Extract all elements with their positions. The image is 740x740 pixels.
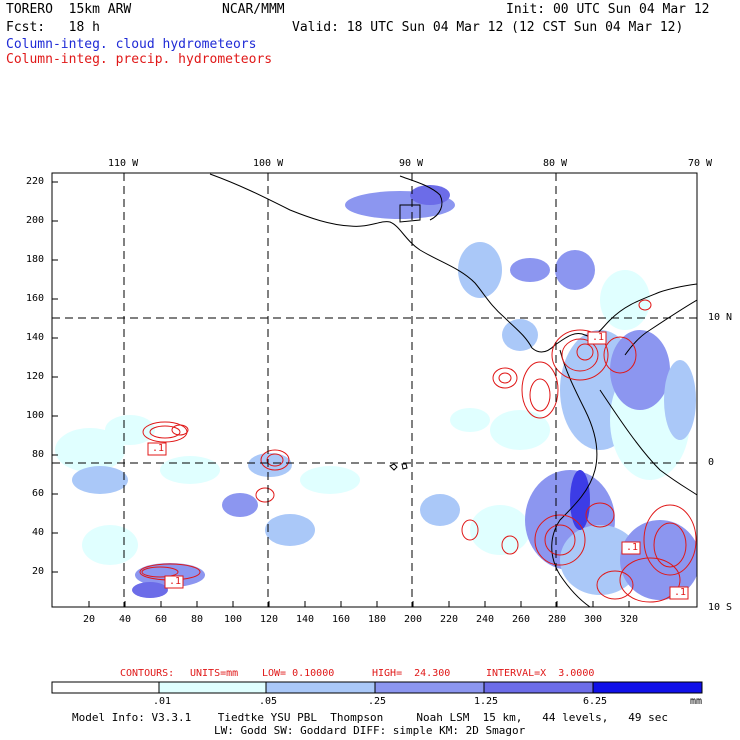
y-tick-label: 80 (32, 449, 45, 460)
valid-time: Valid: 18 UTC Sun 04 Mar 12 (12 CST Sun … (292, 20, 684, 35)
x-tick-label: 200 (404, 614, 423, 625)
x-tick-label: 260 (512, 614, 531, 625)
x-tick-label: 40 (119, 614, 132, 625)
x-axis-ticks (88, 601, 630, 607)
colorbar-label: .05 (259, 696, 278, 707)
model-info-line2: LW: Godd SW: Goddard DIFF: simple KM: 2D… (214, 724, 526, 737)
colorbar-bin-3 (374, 681, 485, 694)
lat-label: 0 (708, 457, 715, 468)
x-tick-label: 60 (155, 614, 168, 625)
y-tick-label: 20 (32, 566, 45, 577)
colorbar-bin-1 (158, 681, 267, 694)
y-tick-label: 120 (26, 371, 45, 382)
x-tick-label: 320 (620, 614, 639, 625)
field-precip-label: Column-integ. precip. hydrometeors (6, 52, 273, 67)
init-time: Init: 00 UTC Sun 04 Mar 12 (506, 2, 710, 17)
map-frame (51, 172, 698, 608)
y-tick-label: 40 (32, 527, 45, 538)
graticule (52, 173, 697, 607)
lat-label: 10 N (708, 312, 733, 323)
y-tick-label: 60 (32, 488, 45, 499)
lat-label: 10 S (708, 602, 733, 613)
y-tick-label: 220 (26, 176, 45, 187)
colorbar-unit: mm (690, 696, 703, 707)
y-tick-label: 200 (26, 215, 45, 226)
lon-label: 110 W (108, 158, 139, 169)
colorbar-bin-5 (592, 681, 703, 694)
x-tick-label: 140 (296, 614, 315, 625)
contours-interval: INTERVAL=X 3.0000 (486, 668, 595, 679)
lon-label: 80 W (543, 158, 568, 169)
contour-label: .1 (152, 443, 165, 454)
contours-low: LOW= 0.10000 (262, 668, 335, 679)
colorbar-label: 6.25 (583, 696, 608, 707)
x-tick-label: 120 (260, 614, 279, 625)
lon-label: 100 W (253, 158, 284, 169)
institution-label: NCAR/MMM (222, 2, 285, 17)
contours-units: UNITS=mm (190, 668, 239, 679)
contour-label-boxes (147, 331, 689, 600)
coastline (209, 173, 697, 607)
forecast-hour: Fcst: 18 h (6, 20, 100, 35)
y-tick-label: 140 (26, 332, 45, 343)
x-tick-label: 100 (224, 614, 243, 625)
y-tick-label: 180 (26, 254, 45, 265)
x-tick-label: 300 (584, 614, 603, 625)
contours-label: CONTOURS: (120, 668, 175, 679)
lon-label: 90 W (399, 158, 424, 169)
contour-label: .1 (592, 332, 605, 343)
x-tick-label: 20 (83, 614, 96, 625)
colorbar-label: .25 (368, 696, 387, 707)
field-cloud-label: Column-integ. cloud hydrometeors (6, 37, 257, 52)
colorbar-bin-2 (265, 681, 376, 694)
x-tick-label: 240 (476, 614, 495, 625)
x-tick-label: 160 (332, 614, 351, 625)
lon-label: 70 W (688, 158, 713, 169)
x-tick-label: 180 (368, 614, 387, 625)
x-tick-label: 80 (191, 614, 204, 625)
x-tick-label: 280 (548, 614, 567, 625)
plot-title: TORERO 15km ARW (6, 2, 132, 17)
contour-label: .1 (674, 587, 687, 598)
model-info-line1: Model Info: V3.3.1 Tiedtke YSU PBL Thomp… (72, 711, 669, 724)
y-tick-label: 160 (26, 293, 45, 304)
cloud-shading (55, 185, 697, 600)
contour-label: .1 (626, 542, 639, 553)
y-tick-label: 100 (26, 410, 45, 421)
contours-high: HIGH= 24.300 (372, 668, 451, 679)
colorbar-label: 1.25 (474, 696, 499, 707)
contour-label: .1 (169, 576, 182, 587)
colorbar-bin-4 (483, 681, 594, 694)
precip-contours (139, 299, 697, 603)
x-tick-label: 220 (440, 614, 459, 625)
colorbar-bin-0 (51, 681, 160, 694)
colorbar (51, 681, 703, 694)
y-axis-ticks (52, 181, 58, 573)
colorbar-label: .01 (153, 696, 172, 707)
